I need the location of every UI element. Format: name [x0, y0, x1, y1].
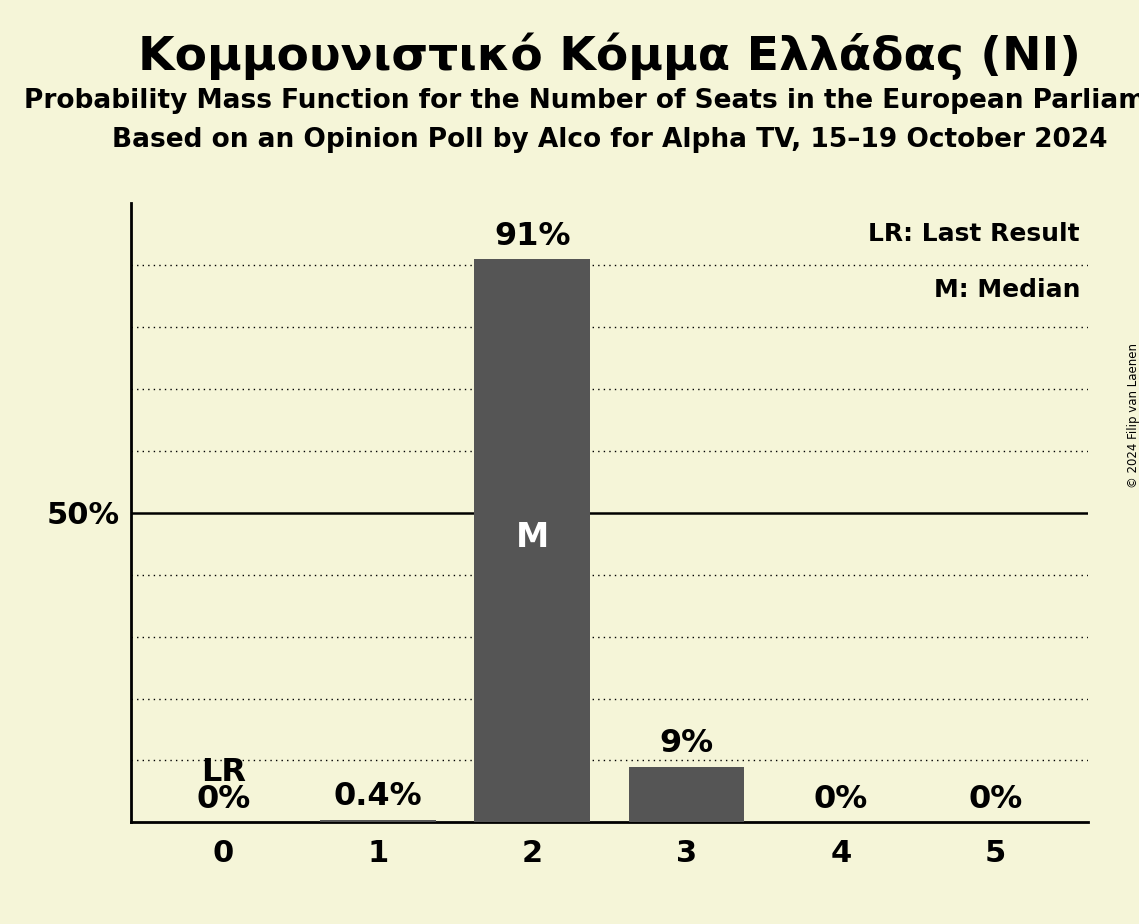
Text: 0%: 0%: [968, 784, 1023, 815]
Text: LR: LR: [202, 758, 246, 788]
Text: 91%: 91%: [494, 221, 571, 251]
Text: 0%: 0%: [196, 784, 251, 815]
Text: M: Median: M: Median: [934, 277, 1080, 301]
Bar: [629, 767, 745, 822]
Text: Based on an Opinion Poll by Alco for Alpha TV, 15–19 October 2024: Based on an Opinion Poll by Alco for Alp…: [112, 127, 1107, 152]
Text: Probability Mass Function for the Number of Seats in the European Parliament: Probability Mass Function for the Number…: [24, 88, 1139, 114]
Text: 0.4%: 0.4%: [334, 782, 423, 812]
Text: 9%: 9%: [659, 728, 714, 760]
Bar: [474, 259, 590, 822]
Text: 0%: 0%: [813, 784, 868, 815]
Bar: [320, 820, 436, 822]
Text: LR: Last Result: LR: Last Result: [868, 222, 1080, 246]
Text: Κομμουνιστικό Κόμμα Ελλάδας (NI): Κομμουνιστικό Κόμμα Ελλάδας (NI): [138, 32, 1081, 79]
Text: © 2024 Filip van Laenen: © 2024 Filip van Laenen: [1126, 344, 1139, 488]
Text: M: M: [516, 521, 549, 554]
